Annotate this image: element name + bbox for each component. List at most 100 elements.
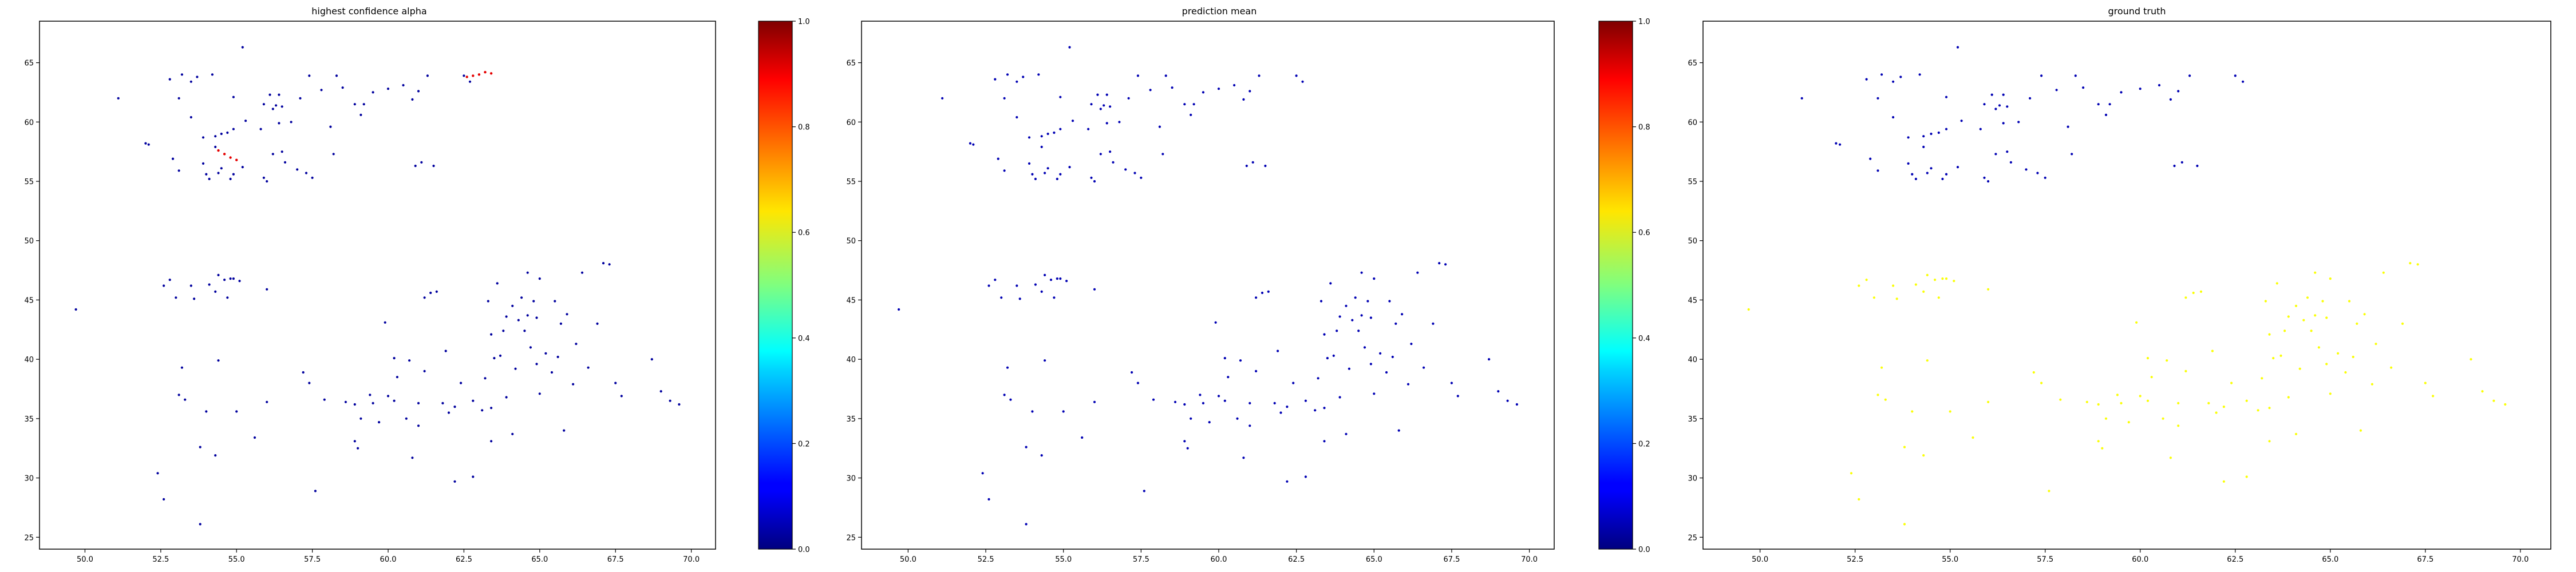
data-point (1022, 76, 1025, 78)
data-point (196, 76, 199, 78)
data-point (2432, 395, 2435, 398)
data-point (2146, 399, 2150, 402)
data-point (1839, 143, 1842, 146)
y-tick-label: 45 (846, 296, 856, 305)
data-point (620, 395, 623, 398)
data-point (1192, 103, 1195, 106)
data-point (1199, 394, 1202, 396)
data-point (1336, 329, 1338, 332)
data-point (1998, 104, 2001, 107)
data-point (1345, 304, 1348, 307)
data-point (1053, 296, 1056, 299)
y-tick-label: 35 (1688, 415, 1697, 424)
chart-title: prediction mean (1182, 6, 1257, 17)
data-point (1016, 284, 1018, 287)
y-tick-label: 65 (846, 59, 856, 68)
data-point (266, 180, 268, 183)
data-point (2135, 321, 2138, 324)
data-point (147, 143, 150, 146)
data-point (199, 523, 202, 526)
data-point (2055, 89, 2058, 92)
data-point (1323, 407, 1326, 410)
data-point (1242, 456, 1245, 459)
data-point (344, 400, 347, 403)
y-tick-label: 35 (846, 415, 856, 424)
data-point (2104, 417, 2108, 420)
data-point (499, 354, 502, 357)
data-point (1133, 172, 1136, 174)
data-point (177, 169, 180, 172)
data-point (232, 128, 235, 130)
y-tick-label: 50 (1688, 237, 1697, 246)
data-point (1277, 349, 1279, 352)
data-point (359, 113, 362, 116)
data-point (2352, 355, 2354, 359)
data-point (217, 273, 220, 276)
y-tick-label: 55 (24, 178, 34, 186)
data-point (1044, 172, 1046, 174)
data-point (2294, 304, 2298, 307)
data-point (1385, 371, 1388, 374)
data-point (2162, 417, 2164, 420)
data-point (2470, 358, 2472, 361)
x-tick-label: 57.5 (304, 555, 321, 564)
data-point (1062, 410, 1065, 413)
data-point (1835, 142, 1838, 145)
data-point (1926, 273, 1929, 276)
data-point (429, 291, 432, 295)
data-point (972, 143, 975, 146)
y-tick-label: 40 (24, 356, 34, 364)
x-tick-label: 55.0 (228, 555, 245, 564)
data-point (678, 403, 681, 406)
data-point (1994, 153, 1997, 156)
data-point (353, 403, 356, 406)
data-point (232, 277, 235, 280)
data-point (1911, 410, 1914, 413)
data-point (1410, 343, 1413, 345)
data-point (180, 366, 183, 369)
data-point (1255, 370, 1258, 373)
data-point (1319, 300, 1323, 303)
colorbar-tick-label: 0.0 (1638, 546, 1650, 554)
data-point (1068, 166, 1071, 169)
data-point (1987, 180, 1990, 183)
data-point (563, 429, 566, 432)
data-point (1059, 173, 1062, 176)
data-point (1016, 116, 1018, 119)
highlighted-points (217, 71, 493, 161)
data-point (529, 346, 532, 349)
data-point (1360, 314, 1363, 317)
highlighted-point (489, 72, 493, 75)
data-point (2169, 98, 2172, 101)
data-point (1217, 88, 1220, 90)
data-point (2139, 395, 2142, 398)
x-axis: 50.0 52.5 55.0 57.5 60.0 62.5 65.0 67.5 70.0 (1752, 549, 2528, 564)
data-point (1003, 97, 1006, 100)
colorbar-gradient (758, 21, 793, 550)
data-point (1922, 454, 1925, 457)
data-point (1949, 410, 1951, 413)
data-point (372, 91, 374, 94)
data-point (208, 177, 211, 180)
data-point (538, 392, 541, 395)
x-tick-label: 65.0 (1366, 555, 1382, 564)
data-point (526, 314, 529, 317)
data-point (2048, 490, 2050, 492)
data-point (1388, 300, 1391, 303)
data-point (1450, 382, 1453, 384)
data-point (1292, 382, 1295, 384)
data-point (1258, 74, 1261, 77)
data-point (180, 73, 183, 76)
data-point (2401, 322, 2404, 325)
data-point (1922, 145, 1925, 148)
data-point (2184, 370, 2187, 373)
data-point (1911, 173, 1914, 176)
data-point (2101, 447, 2104, 450)
data-point (1899, 76, 1902, 78)
colorbar-tick-label: 0.6 (798, 229, 810, 237)
data-point (280, 105, 283, 108)
data-point (1018, 297, 1021, 300)
data-point (335, 74, 338, 77)
y-tick-label: 30 (1688, 475, 1697, 483)
